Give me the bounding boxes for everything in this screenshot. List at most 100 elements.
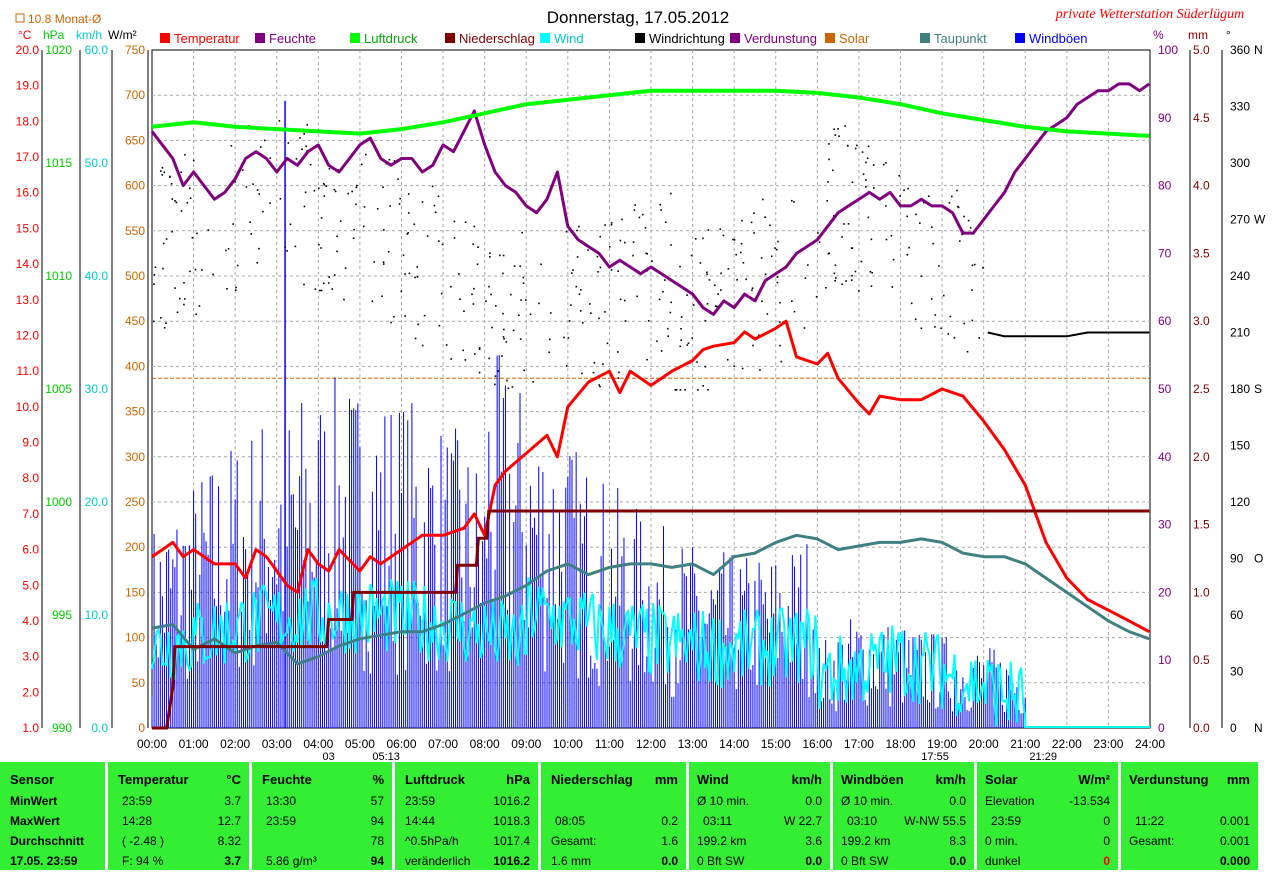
winddir-dot (464, 359, 467, 361)
winddir-dot (619, 239, 622, 242)
winddir-dot (235, 286, 237, 289)
dir-tick-label: 300 (1230, 156, 1250, 170)
winddir-dot (745, 278, 747, 281)
winddir-dot (593, 361, 596, 364)
rain-current-note: 1.6 mm (551, 854, 592, 868)
winddir-dot (382, 263, 385, 265)
event-label: 03 (322, 751, 334, 762)
legend-label-4: Niederschlag (459, 31, 535, 46)
winddir-dot (608, 245, 611, 248)
winddir-dot (387, 250, 390, 253)
winddir-dot (501, 355, 503, 357)
dir-unit: ° (1226, 28, 1231, 42)
legend-swatch-6 (635, 33, 645, 43)
winddir-dot (538, 302, 540, 305)
winddir-dot (733, 365, 735, 368)
winddir-dot (343, 298, 345, 301)
winddir-dot (183, 281, 185, 284)
hum-tick-label: 0 (1158, 721, 1165, 735)
temp-tick-label: 11.0 (17, 364, 40, 378)
dir-tick-label: 0 (1230, 721, 1237, 735)
winddir-dot (732, 238, 734, 241)
winddir-dot (752, 344, 754, 347)
winddir-dot (599, 266, 602, 269)
winddir-dot (189, 270, 191, 273)
winddir-dot (153, 283, 155, 286)
winddir-dot (932, 242, 934, 245)
winddir-dot (230, 144, 233, 147)
time-tick-label: 11:00 (595, 737, 624, 751)
time-tick-label: 15:00 (761, 737, 791, 751)
temp-tick-label: 1.0 (22, 721, 39, 735)
dir-compass-label: S (1254, 382, 1262, 396)
winddir-dot (579, 310, 582, 312)
winddir-dot (471, 293, 473, 296)
winddir-dot (548, 351, 551, 354)
winddir-dot (258, 247, 260, 250)
winddir-dot (303, 283, 305, 286)
evap-max-time: 11:22 (1135, 814, 1165, 828)
legend-swatch-1 (160, 33, 170, 43)
winddir-dot (751, 287, 754, 289)
winddir-dot (658, 298, 661, 301)
series-dewpoint (151, 533, 1150, 666)
legend-label-5: Wind (554, 31, 584, 46)
winddir-dot (565, 365, 568, 367)
series-rain (152, 509, 1150, 730)
hum-current-value: 94 (370, 854, 384, 868)
winddir-dot (154, 266, 157, 268)
winddir-dot (510, 293, 512, 296)
winddir-dot (675, 389, 677, 391)
winddir-dot (664, 221, 667, 224)
hum-tick-label: 100 (1158, 43, 1178, 57)
winddir-dot (303, 133, 305, 135)
press-tick-label: 1010 (45, 269, 72, 283)
winddir-dot (437, 240, 440, 242)
winddir-dot (791, 300, 793, 303)
winddir-dot (651, 260, 653, 262)
winddir-dot (305, 145, 307, 148)
winddir-dot (776, 276, 779, 278)
winddir-dot (632, 241, 635, 243)
gust-header: Windböen (841, 772, 904, 787)
winddir-dot (502, 272, 504, 275)
winddir-dot (327, 282, 330, 284)
time-tick-label: 10:00 (553, 737, 583, 751)
legend-label-10: Windböen (1029, 31, 1088, 46)
winddir-dot (163, 171, 166, 174)
winddir-dot (529, 313, 532, 316)
winddir-dot (851, 247, 854, 249)
winddir-dot (303, 205, 306, 208)
winddir-dot (590, 312, 592, 314)
winddir-dot (286, 250, 288, 252)
press-tick-label: 1000 (45, 495, 72, 509)
wind-tick-label: 30.0 (85, 382, 109, 396)
solar-tick-label: 100 (125, 631, 145, 645)
col-evaporation: Verdunstung mm 11:22 0.001 Gesamt: 0.001… (1121, 762, 1258, 870)
winddir-dot (323, 195, 326, 197)
legend: Temperatur Feuchte Luftdruck Niederschlag Wi… (160, 31, 1088, 46)
winddir-dot (258, 193, 261, 195)
time-tick-label: 06:00 (386, 737, 416, 751)
time-tick-label: 21:00 (1010, 737, 1040, 751)
winddir-dot (817, 232, 819, 234)
hum-header: Feuchte (262, 772, 312, 787)
winddir-dot (827, 252, 830, 255)
temp-min-time: 23:59 (122, 794, 153, 808)
winddir-dot (320, 217, 323, 219)
winddir-dot (624, 241, 626, 244)
winddir-dot (408, 272, 411, 275)
winddir-dot (331, 288, 334, 290)
winddir-dot (306, 124, 309, 126)
winddir-dot (679, 265, 681, 268)
winddir-dot (860, 260, 863, 263)
rain-tick-label: 5.0 (1193, 43, 1210, 57)
winddir-dot (336, 235, 338, 238)
winddir-dot (416, 266, 419, 268)
winddir-dot (278, 120, 281, 122)
winddir-dot (775, 248, 778, 251)
month-avg-checkbox-icon[interactable] (15, 13, 25, 23)
winddir-dot (837, 128, 839, 130)
winddir-dot (847, 223, 850, 225)
winddir-dot (832, 169, 834, 172)
